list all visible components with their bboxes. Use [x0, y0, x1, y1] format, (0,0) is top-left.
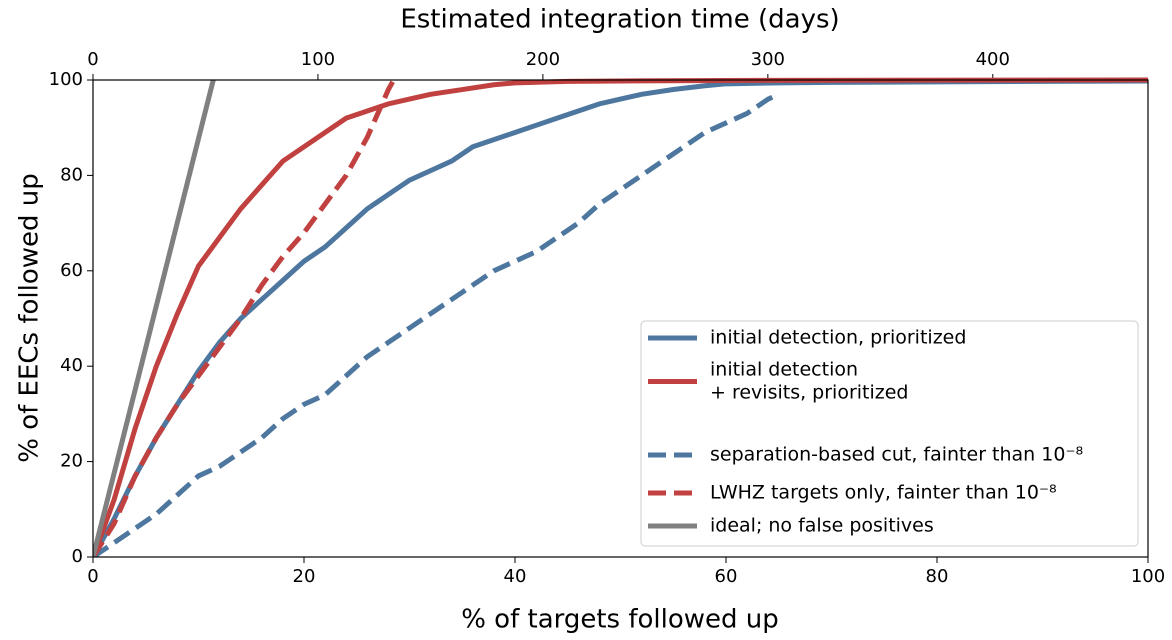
series-line — [93, 92, 780, 557]
y-tick-label: 40 — [60, 355, 83, 376]
legend-label: initial detection — [710, 359, 858, 381]
top-tick-label: 300 — [751, 49, 785, 70]
legend-box — [640, 320, 1139, 547]
y-tick-label: 20 — [60, 451, 83, 472]
legend-label: initial detection, prioritized — [710, 327, 966, 349]
x-tick-label: 60 — [715, 566, 738, 587]
top-tick-label: 200 — [526, 49, 560, 70]
legend-label: + revisits, prioritized — [710, 382, 909, 404]
y-tick-label: 100 — [49, 69, 83, 90]
legend-label: LWHZ targets only, fainter than 10⁻⁸ — [710, 482, 1057, 504]
legend-label: ideal; no false positives — [710, 515, 934, 537]
x-tick-label: 100 — [1131, 566, 1165, 587]
y-axis-label: % of EECs followed up — [15, 173, 45, 463]
y-tick-label: 60 — [60, 260, 83, 281]
top-tick-label: 0 — [87, 49, 98, 70]
series-line — [93, 78, 1148, 557]
series-line — [93, 79, 216, 557]
x-tick-label: 0 — [87, 566, 98, 587]
x-tick-label: 40 — [504, 566, 527, 587]
x-axis-label: % of targets followed up — [461, 605, 779, 635]
top-axis-label: Estimated integration time (days) — [400, 5, 839, 35]
plot-frame — [92, 79, 1149, 558]
top-tick-label: 400 — [976, 49, 1010, 70]
series-line — [93, 78, 396, 557]
series-line — [93, 77, 1148, 557]
x-tick-label: 80 — [926, 566, 949, 587]
x-tick-label: 20 — [293, 566, 316, 587]
y-tick-label: 0 — [72, 546, 83, 567]
y-tick-label: 80 — [60, 164, 83, 185]
legend-label: separation-based cut, fainter than 10⁻⁸ — [710, 444, 1083, 466]
top-tick-label: 100 — [301, 49, 335, 70]
